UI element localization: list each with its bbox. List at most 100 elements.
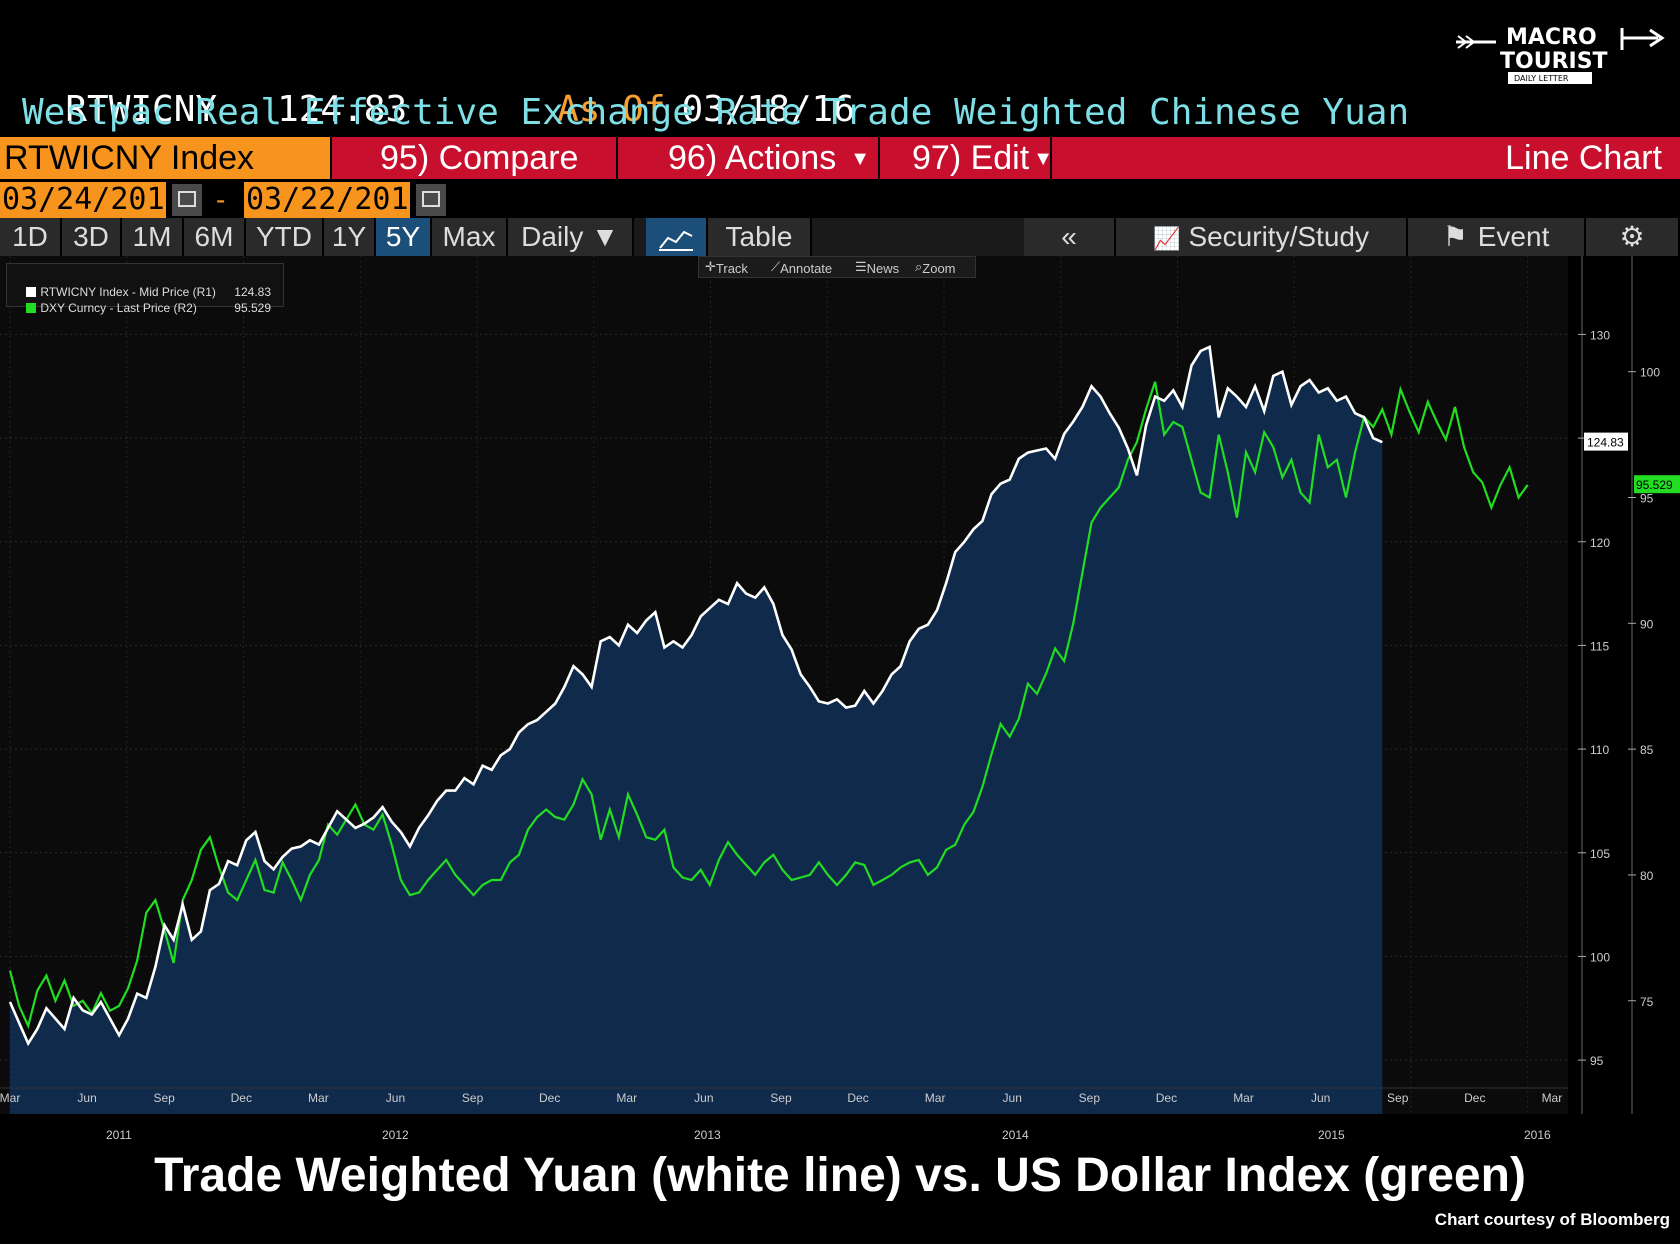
x-tick-label: Mar: [0, 1091, 20, 1105]
r2-tick-label: 75: [1640, 995, 1654, 1009]
start-date-input[interactable]: 03/24/2011: [0, 182, 183, 218]
line-chart-icon[interactable]: [646, 218, 708, 256]
annotate-label: Annotate: [780, 261, 833, 276]
r1-tick-label: 110: [1590, 743, 1609, 757]
period-6m[interactable]: 6M: [184, 218, 246, 256]
r2-last-value: 95.529: [1636, 478, 1673, 492]
command-bar: RTWICNY Index 95) Compare 96) Actions ▼ 9…: [0, 137, 1680, 179]
legend-label: RTWICNY Index - Mid Price (R1): [40, 285, 216, 299]
year-label: 2012: [382, 1128, 409, 1142]
dropdown-arrow-icon: ▼: [850, 148, 871, 170]
chart-plot-area[interactable]: 951001051101151201251307580859095100124.…: [0, 256, 1680, 1116]
chart-legend: RTWICNY Index - Mid Price (R1) 124.83 DXY…: [6, 263, 284, 315]
study-icon: 📈: [1153, 226, 1181, 251]
svg-text:TOURIST: TOURIST: [1500, 49, 1608, 74]
x-tick-label: Dec: [539, 1091, 560, 1105]
x-tick-label: Mar: [925, 1091, 946, 1105]
chart-toolbar: 1D 3D 1M 6M YTD 1Y 5Y Max Daily ▼ Table …: [0, 218, 1680, 256]
period-1d[interactable]: 1D: [0, 218, 62, 256]
legend-label: DXY Curncy - Last Price (R2): [40, 301, 197, 315]
r1-tick-label: 120: [1590, 536, 1610, 550]
actions-label: 96) Actions: [668, 139, 837, 177]
series-area-rtwicny: [10, 346, 1383, 1114]
ticker-line: RTWICNY 124.83 As Of 03/18/16: [22, 48, 855, 130]
dropdown-arrow-icon: ▼: [1033, 148, 1053, 170]
x-tick-label: Dec: [1464, 1091, 1485, 1105]
legend-entry: DXY Curncy - Last Price (R2) 95.529: [13, 284, 277, 315]
line-chart[interactable]: 951001051101151201251307580859095100124.…: [0, 256, 1680, 1116]
x-tick-label: Jun: [386, 1091, 405, 1105]
year-label: 2015: [1318, 1128, 1345, 1142]
x-tick-label: Sep: [1079, 1091, 1101, 1105]
legend-value: 124.83: [234, 285, 271, 299]
news-label: News: [866, 261, 900, 276]
figure-caption: Trade Weighted Yuan (white line) vs. US …: [154, 1149, 1526, 1202]
legend-entry: RTWICNY Index - Mid Price (R1) 124.83: [13, 268, 277, 299]
period-ytd[interactable]: YTD: [246, 218, 324, 256]
x-tick-label: Sep: [770, 1091, 792, 1105]
r2-tick-label: 90: [1640, 617, 1654, 631]
x-tick-label: Mar: [308, 1091, 329, 1105]
r1-last-value-tag: [1584, 432, 1628, 451]
event-label: Event: [1477, 221, 1550, 252]
chart-type-label[interactable]: Line Chart: [1505, 139, 1662, 177]
r1-tick-label: 95: [1590, 1054, 1604, 1068]
chart-credit: Chart courtesy of Bloomberg: [1434, 1210, 1670, 1229]
x-tick-label: Mar: [616, 1091, 637, 1105]
legend-swatch: [26, 287, 37, 297]
news-button[interactable]: ☰ News: [855, 259, 900, 276]
calendar-icon[interactable]: [416, 184, 446, 216]
macro-tourist-logo: MACRO TOURIST DAILY LETTER: [1452, 14, 1668, 86]
index-field[interactable]: RTWICNY Index: [0, 137, 330, 179]
x-tick-label: Mar: [1542, 1091, 1563, 1105]
x-tick-label: Dec: [1156, 1091, 1177, 1105]
security-study-button[interactable]: 📈 Security/Study: [1116, 218, 1408, 256]
period-1m[interactable]: 1M: [122, 218, 184, 256]
r2-tick-label: 95: [1640, 492, 1654, 506]
r2-tick-label: 100: [1640, 366, 1660, 380]
frequency-dropdown[interactable]: Daily ▼: [508, 218, 634, 256]
year-label: 2013: [694, 1128, 721, 1142]
series-line-rtwicny: [8, 344, 1383, 1047]
table-button[interactable]: Table: [708, 218, 812, 256]
x-tick-label: Jun: [694, 1091, 713, 1105]
track-button[interactable]: ✛ Track: [705, 259, 748, 276]
security-description: Westpac Real Effective Exchange Rate Tra…: [22, 92, 1410, 133]
edit-button[interactable]: 97) Edit ▼: [912, 137, 1053, 179]
year-label: 2014: [1002, 1128, 1029, 1142]
x-tick-label: Dec: [847, 1091, 868, 1105]
svg-text:DAILY LETTER: DAILY LETTER: [1514, 74, 1569, 83]
r1-tick-label: 100: [1590, 950, 1610, 964]
x-tick-label: Jun: [77, 1091, 96, 1105]
edit-label: 97) Edit: [912, 139, 1030, 177]
event-button[interactable]: ⚑ Event: [1408, 218, 1586, 256]
annotate-button[interactable]: ⟋ Annotate: [771, 259, 833, 276]
period-max[interactable]: Max: [432, 218, 508, 256]
end-date-input[interactable]: 03/22/2016: [244, 182, 427, 218]
r1-tick-label: 105: [1590, 847, 1610, 861]
r2-tick-label: 80: [1640, 869, 1654, 883]
legend-value: 95.529: [234, 301, 271, 315]
as-of-date: 03/18/16: [681, 89, 855, 130]
r2-last-value-tag: [1634, 475, 1680, 494]
year-label: 2016: [1524, 1128, 1551, 1142]
zoom-button[interactable]: ⌕ Zoom: [915, 259, 956, 276]
actions-button[interactable]: 96) Actions ▼: [668, 137, 870, 179]
gear-icon[interactable]: ⚙: [1586, 218, 1680, 256]
last-price: 124.83: [277, 89, 408, 130]
period-3d[interactable]: 3D: [62, 218, 122, 256]
period-5y[interactable]: 5Y: [376, 218, 432, 256]
calendar-icon[interactable]: [172, 184, 202, 216]
period-1y[interactable]: 1Y: [324, 218, 376, 256]
compare-button[interactable]: 95) Compare: [380, 139, 579, 177]
flag-icon: ⚑: [1442, 221, 1468, 252]
x-tick-label: Sep: [1387, 1091, 1409, 1105]
x-tick-label: Dec: [231, 1091, 252, 1105]
year-label: 2011: [106, 1128, 132, 1142]
chart-nav-bar: ✛ Track ⟋ Annotate ☰ News ⌕ Zoom: [698, 256, 976, 278]
collapse-button[interactable]: «: [1024, 218, 1116, 256]
zoom-label: Zoom: [922, 261, 956, 276]
date-dash: -: [216, 184, 226, 215]
security-study-label: Security/Study: [1188, 221, 1369, 252]
legend-swatch: [26, 303, 37, 313]
